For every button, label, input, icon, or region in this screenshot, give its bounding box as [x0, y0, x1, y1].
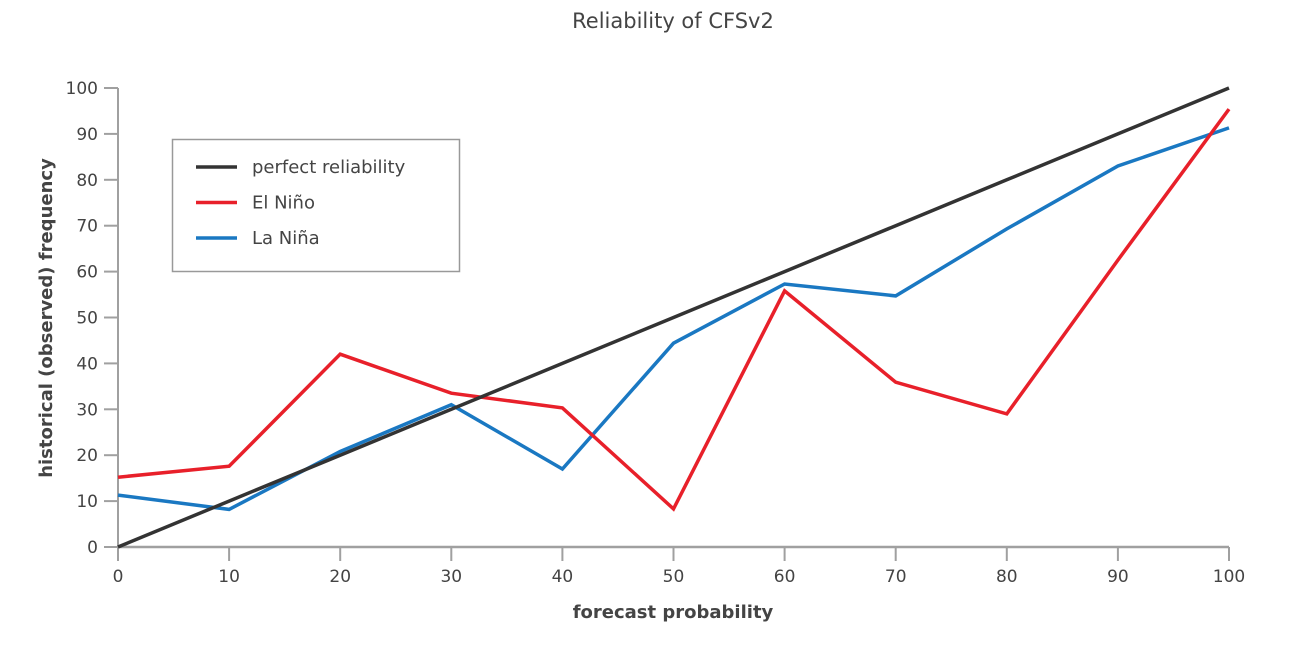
x-tick-label: 10	[218, 567, 240, 587]
x-tick-label: 90	[1107, 567, 1129, 587]
series-line-el-nino	[117, 108, 1231, 512]
y-tick-label: 50	[76, 309, 98, 329]
x-tick-label: 20	[329, 567, 351, 587]
x-tick-label: 100	[1213, 567, 1245, 587]
chart-title: Reliability of CFSv2	[572, 9, 774, 33]
series-line-perfect-reliability	[117, 86, 1230, 549]
y-axis-label: historical (observed) frequency	[36, 158, 57, 478]
y-tick-label: 90	[76, 125, 98, 145]
y-tick-label: 100	[66, 79, 98, 99]
x-tick-label: 70	[885, 567, 907, 587]
legend-label-el-nino: El Niño	[252, 193, 315, 214]
y-tick-label: 80	[76, 171, 98, 191]
legend: perfect reliability El Niño La Niña	[171, 138, 461, 273]
x-tick-label: 30	[440, 567, 462, 587]
x-tick-label: 40	[552, 567, 574, 587]
series-lines	[117, 86, 1231, 549]
x-tick-label: 50	[663, 567, 685, 587]
legend-label-perfect-reliability: perfect reliability	[252, 157, 406, 178]
legend-box	[171, 138, 461, 273]
y-tick-label: 60	[76, 263, 98, 283]
x-tick-label: 0	[113, 567, 124, 587]
y-tick-label: 40	[76, 354, 98, 374]
y-tick-label: 20	[76, 446, 98, 466]
x-tick-label: 60	[774, 567, 796, 587]
x-axis-label: forecast probability	[573, 602, 774, 623]
legend-label-la-nina: La Niña	[252, 228, 320, 249]
y-tick-label: 0	[87, 538, 98, 558]
x-tick-label: 80	[996, 567, 1018, 587]
y-tick-label: 70	[76, 217, 98, 237]
y-tick-label: 30	[76, 400, 98, 420]
axes: 0 10 20 30 40 50 60 70 80 90 100 0 10 20 30 40 50 60 70 80 9…	[66, 79, 1246, 587]
y-tick-label: 10	[76, 492, 98, 512]
